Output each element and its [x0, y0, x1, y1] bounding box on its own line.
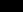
Text: 72: 72 — [18, 0, 23, 12]
Text: 40': 40' — [12, 0, 23, 12]
Polygon shape — [4, 3, 5, 5]
Text: $\theta_1$: $\theta_1$ — [0, 0, 22, 12]
FancyBboxPatch shape — [5, 8, 11, 9]
FancyBboxPatch shape — [11, 3, 17, 5]
FancyBboxPatch shape — [4, 3, 9, 5]
FancyBboxPatch shape — [14, 6, 18, 7]
Text: 47: 47 — [1, 0, 23, 12]
FancyBboxPatch shape — [11, 3, 18, 6]
Text: $\alpha_1$: $\alpha_1$ — [0, 0, 22, 12]
FancyBboxPatch shape — [19, 4, 21, 5]
Text: 74: 74 — [7, 0, 23, 12]
Text: 46: 46 — [1, 0, 23, 12]
Text: $\alpha_2$: $\alpha_2$ — [0, 0, 22, 12]
Text: 48: 48 — [18, 0, 23, 12]
FancyBboxPatch shape — [4, 2, 10, 6]
FancyBboxPatch shape — [4, 2, 19, 6]
Text: 40'': 40'' — [12, 0, 23, 12]
FancyBboxPatch shape — [4, 2, 19, 3]
FancyBboxPatch shape — [7, 2, 8, 3]
